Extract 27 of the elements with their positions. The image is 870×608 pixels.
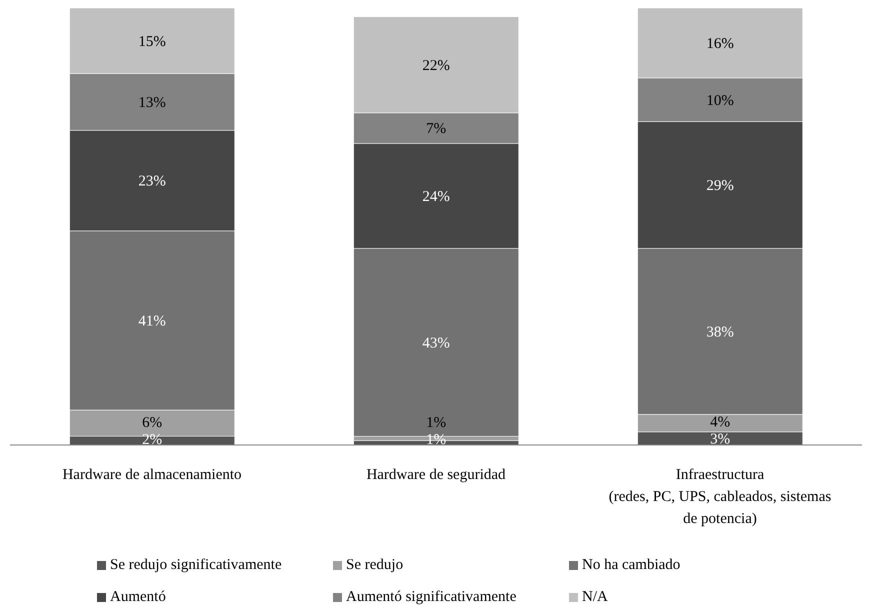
data-label: 15% — [138, 34, 166, 50]
data-label: 6% — [142, 415, 162, 431]
data-label: 1% — [426, 415, 446, 431]
data-label: 7% — [426, 121, 446, 138]
legend-label: Se redujo — [346, 556, 404, 574]
legend-label: No ha cambiado — [582, 556, 680, 574]
data-label: 13% — [138, 94, 166, 111]
data-label: 24% — [422, 188, 450, 205]
data-label: 10% — [706, 92, 734, 109]
legend-label: N/A — [582, 588, 608, 606]
x-tick-label: Hardware de almacenamiento — [62, 467, 242, 483]
data-label: 43% — [422, 335, 450, 352]
data-label: 4% — [710, 414, 730, 430]
legend-label: Aumentó significativamente — [346, 588, 516, 606]
x-tick-label: Hardware de seguridad — [366, 467, 506, 483]
data-label: 38% — [706, 324, 734, 340]
legend-label: Aumentó — [110, 588, 166, 606]
data-label: 23% — [138, 174, 166, 190]
legend-label: Se redujo significativamente — [110, 556, 282, 574]
data-label: 29% — [706, 178, 734, 194]
data-label: 41% — [138, 313, 166, 330]
data-label: 22% — [422, 58, 450, 74]
data-label: 16% — [706, 36, 734, 52]
data-label: 1% — [426, 432, 446, 448]
data-label: 3% — [710, 431, 730, 448]
data-label: 2% — [142, 432, 162, 448]
x-tick-label: Infraestructura (redes, PC, UPS, cableados, sistemas de potencia) — [608, 467, 832, 527]
